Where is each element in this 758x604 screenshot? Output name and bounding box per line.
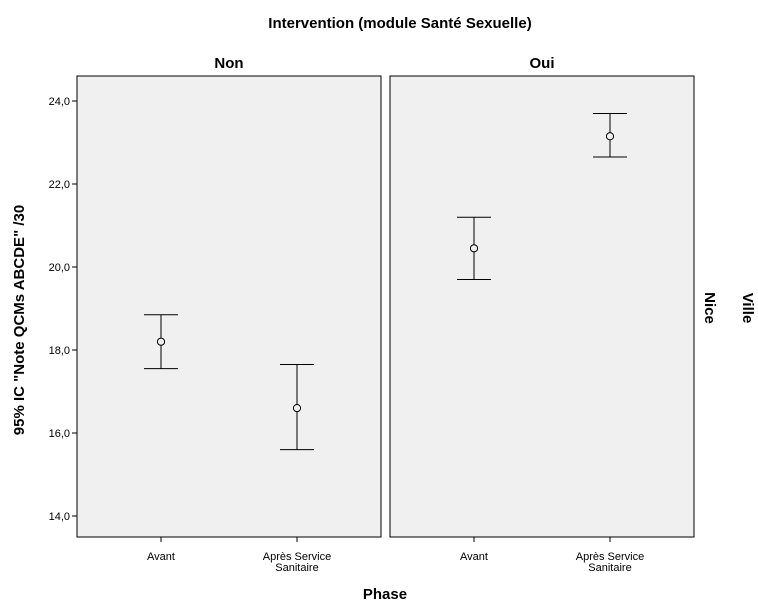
x-axis-label: Phase xyxy=(363,586,407,603)
chart-title: Intervention (module Santé Sexuelle) xyxy=(268,15,531,32)
mean-point xyxy=(156,337,166,346)
y-tick-label: 24,0 xyxy=(49,96,70,108)
panel-oui xyxy=(389,75,695,538)
y-tick-label: 22,0 xyxy=(49,179,70,191)
x-tick-label: Après Service xyxy=(576,551,644,563)
x-tick-label: Après Service xyxy=(263,551,331,563)
y-tick-label: 16,0 xyxy=(49,428,70,440)
row-value-label: Nice xyxy=(701,292,718,324)
y-tick-label: 18,0 xyxy=(49,345,70,357)
mean-point xyxy=(605,132,615,141)
panel-non xyxy=(76,75,382,538)
panel-header: Non xyxy=(214,55,243,72)
row-var-label: Ville xyxy=(739,293,756,324)
x-tick-label: Avant xyxy=(460,551,488,563)
mean-point xyxy=(292,404,302,413)
y-axis-label: 95% IC "Note QCMs ABCDE" /30 xyxy=(11,205,28,435)
x-tick-label: Sanitaire xyxy=(275,562,318,574)
y-tick-label: 14,0 xyxy=(49,511,70,523)
x-tick-label: Sanitaire xyxy=(588,562,631,574)
mean-point xyxy=(469,244,479,253)
y-tick-label: 20,0 xyxy=(49,262,70,274)
panel-header: Oui xyxy=(530,55,555,72)
x-tick-label: Avant xyxy=(147,551,175,563)
